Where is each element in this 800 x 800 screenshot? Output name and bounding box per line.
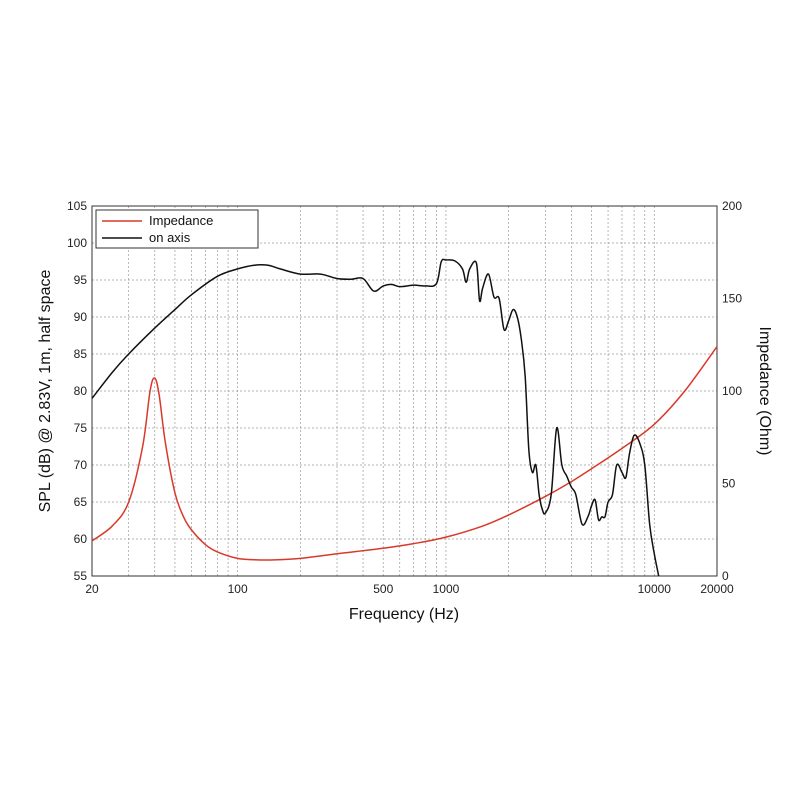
y-axis-title: SPL (dB) @ 2.83V, 1m, half space: [37, 270, 54, 513]
x-tick-label: 1000: [433, 582, 460, 596]
legend-label-on-axis: on axis: [149, 230, 191, 245]
y-left-tick-labels: 55 60 65 70 75 80 85 90 95 100 105: [67, 199, 87, 583]
y2-tick-label: 200: [722, 199, 742, 213]
y-tick-label: 95: [74, 273, 88, 287]
y-tick-label: 70: [74, 458, 88, 472]
x-tick-label: 20: [85, 582, 99, 596]
y-tick-label: 80: [74, 384, 88, 398]
plot-frame: [91, 205, 718, 577]
x-tick-label: 10000: [638, 582, 672, 596]
y-tick-label: 65: [74, 495, 88, 509]
y-tick-label: 85: [74, 347, 88, 361]
y2-axis-title: Impedance (Ohm): [756, 327, 773, 456]
grid-lines: [92, 206, 717, 576]
series-line-on-axis: [91, 258, 660, 577]
y-tick-label: 55: [74, 569, 88, 583]
y2-tick-label: 50: [722, 477, 736, 491]
y-tick-label: 105: [67, 199, 87, 213]
series-line-impedance: [91, 346, 718, 561]
x-tick-label: 100: [228, 582, 248, 596]
series-lines: [91, 258, 718, 577]
legend-label-impedance: Impedance: [149, 213, 213, 228]
x-tick-labels: 20 100 500 1000 10000 20000: [85, 582, 734, 596]
y-tick-label: 60: [74, 532, 88, 546]
y2-tick-label: 150: [722, 292, 742, 306]
x-axis-title: Frequency (Hz): [349, 606, 459, 623]
y-tick-label: 100: [67, 236, 87, 250]
y-tick-label: 75: [74, 421, 88, 435]
x-tick-label: 500: [373, 582, 393, 596]
x-tick-label: 20000: [700, 582, 734, 596]
legend-box: [95, 209, 259, 249]
legend: Impedance on axis: [95, 209, 259, 249]
y-right-tick-labels: 0 50 100 150 200: [722, 199, 742, 583]
y2-tick-label: 0: [722, 569, 729, 583]
y-tick-label: 90: [74, 310, 88, 324]
y2-tick-label: 100: [722, 384, 742, 398]
